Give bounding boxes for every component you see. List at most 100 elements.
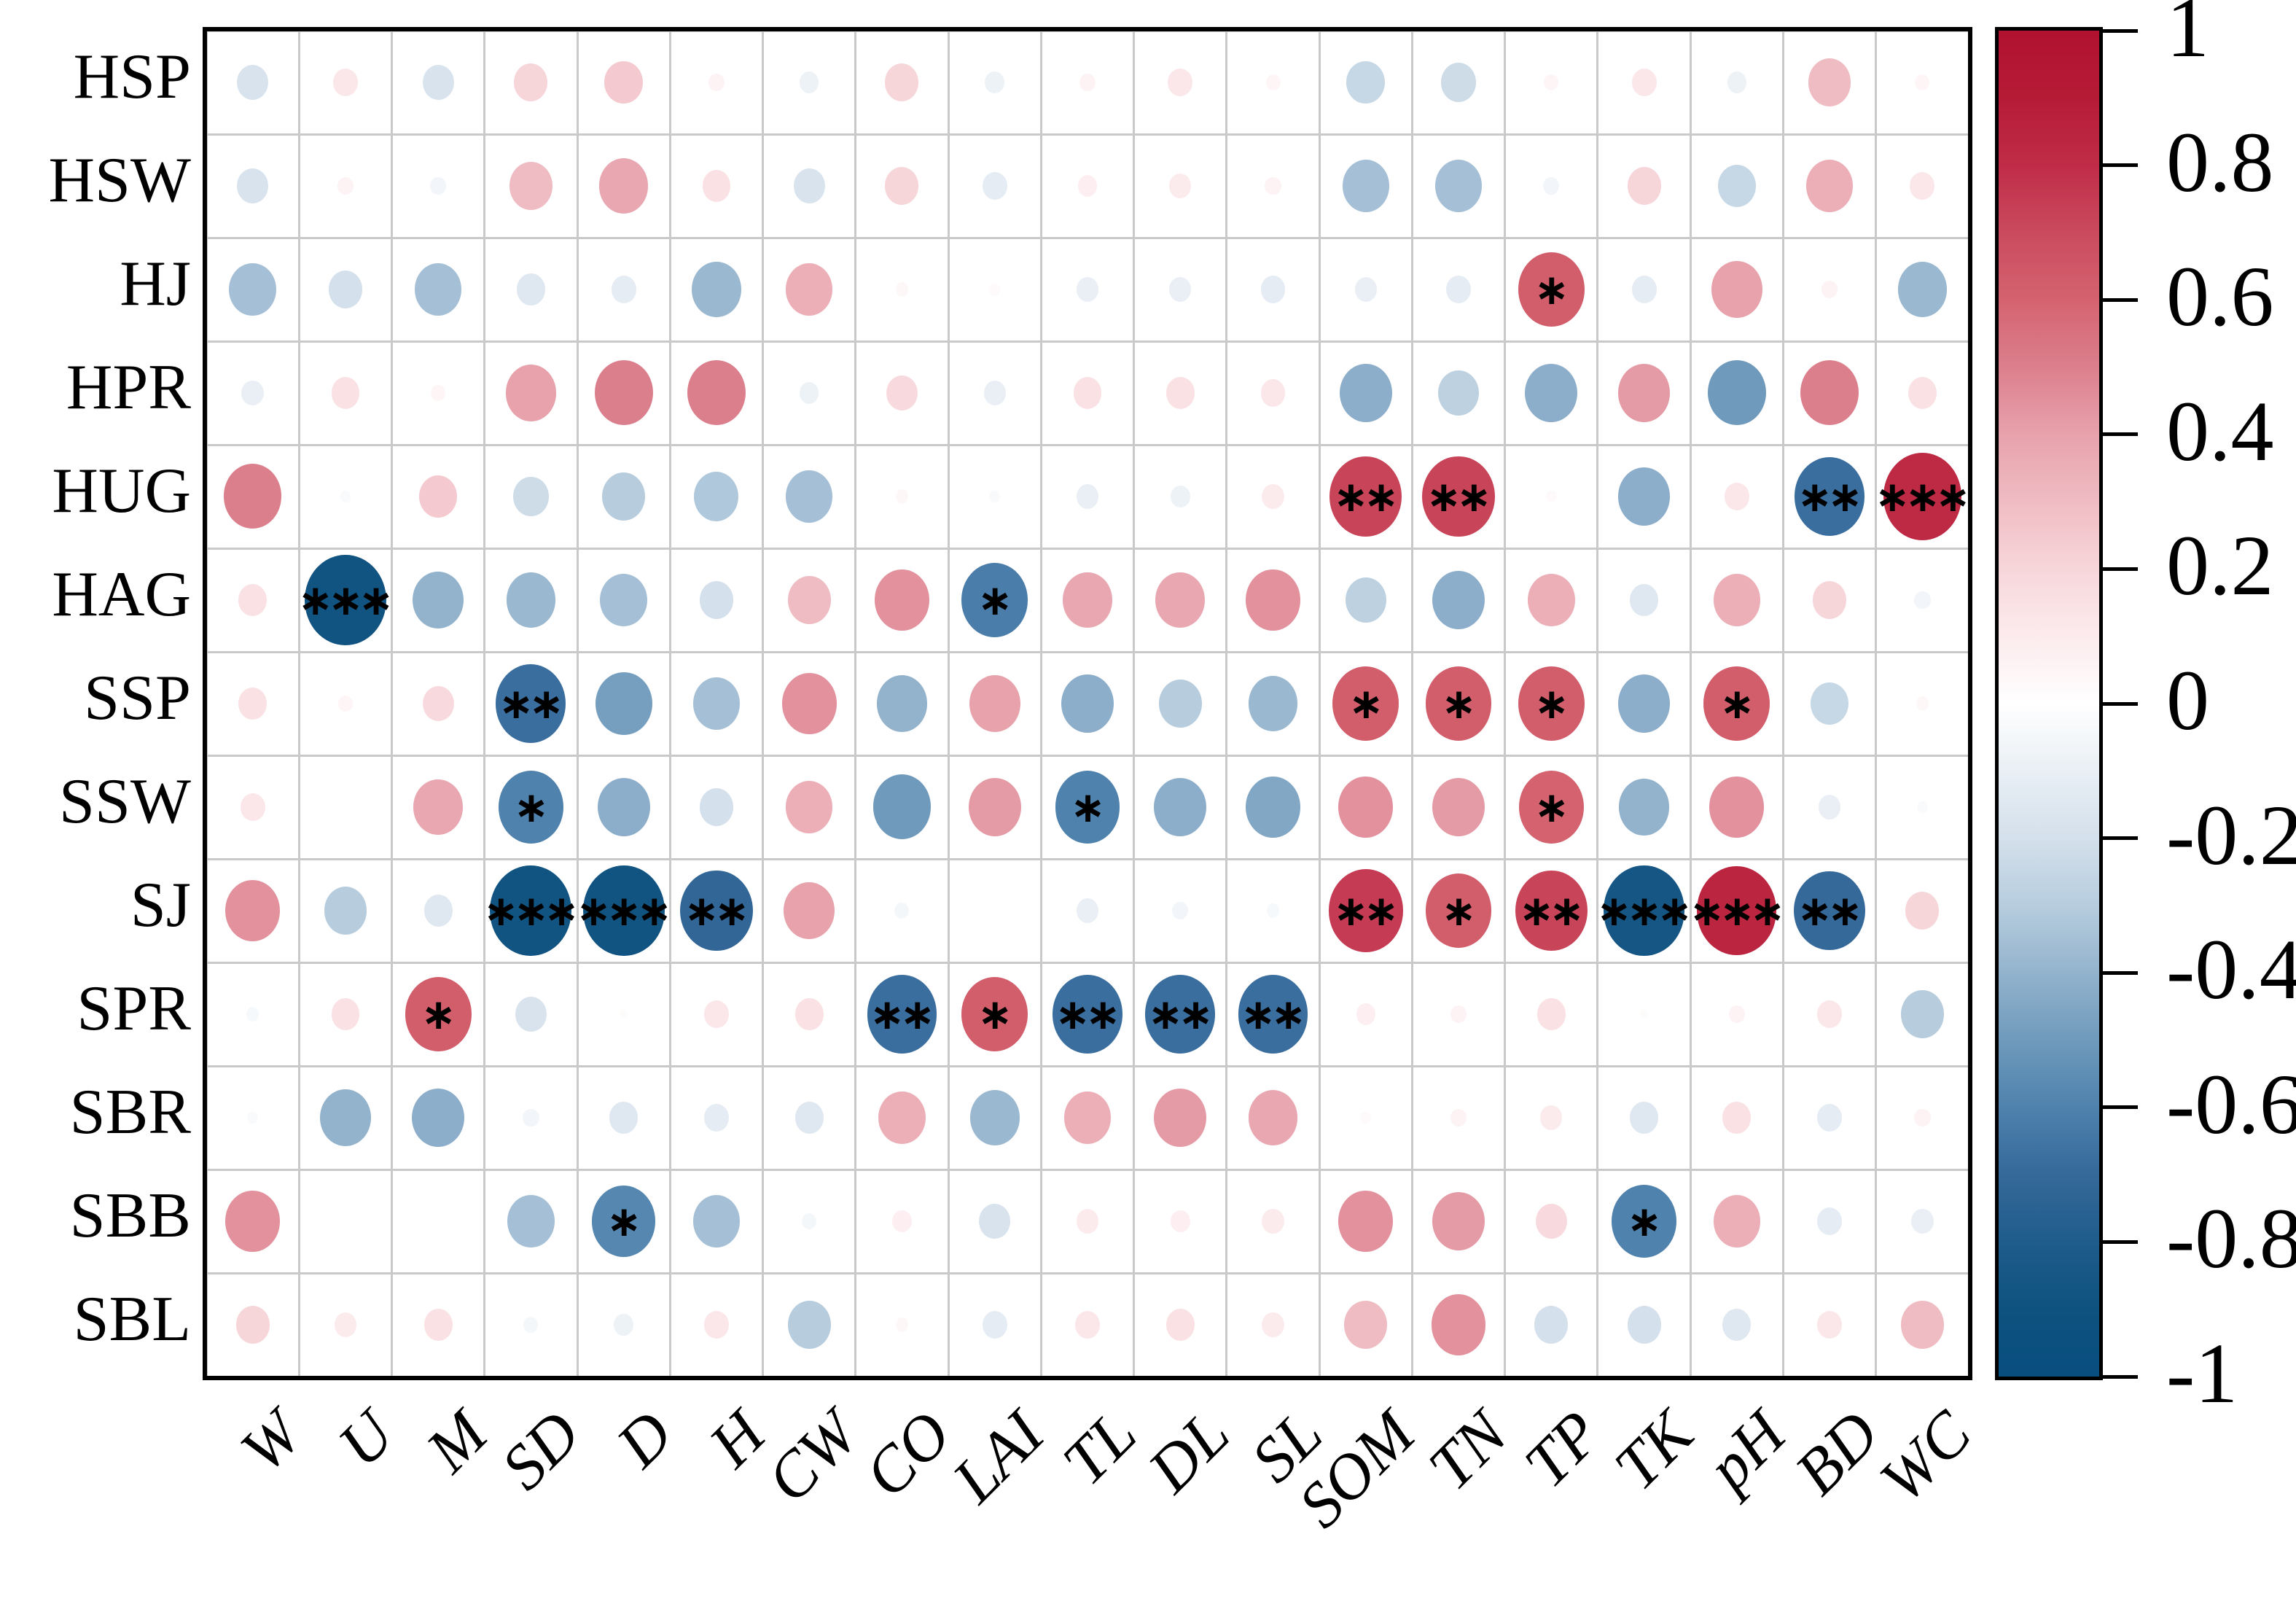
correlation-bubble — [1911, 1209, 1934, 1234]
correlation-bubble — [1711, 261, 1762, 318]
grid-line-vertical — [1875, 31, 1878, 1377]
correlation-bubble — [1172, 901, 1189, 920]
correlation-bubble — [597, 777, 650, 837]
correlation-bubble — [1810, 682, 1849, 725]
correlation-bubble — [1345, 577, 1386, 623]
correlation-bubble — [1817, 1311, 1843, 1339]
correlation-bubble — [892, 1210, 912, 1232]
correlation-bubble: ∗ — [498, 771, 563, 844]
correlation-bubble — [431, 384, 446, 402]
row-label: HSW — [48, 145, 191, 216]
grid-line-horizontal — [206, 133, 1969, 136]
correlation-bubble — [895, 282, 909, 297]
colorbar-tick — [2103, 432, 2138, 437]
correlation-bubble — [872, 774, 932, 840]
significance-stars: ∗ — [606, 1196, 642, 1246]
correlation-bubble — [1346, 61, 1386, 104]
significance-stars: ∗ — [977, 575, 1013, 625]
grid-line-horizontal — [206, 1272, 1969, 1274]
correlation-bubble — [989, 283, 1001, 296]
correlation-bubble — [1905, 892, 1940, 930]
correlation-bubble — [241, 381, 264, 405]
correlation-bubble — [692, 262, 741, 317]
correlation-bubble — [1168, 69, 1193, 96]
significance-stars: ∗ — [1534, 264, 1570, 314]
col-label-text: WC — [1867, 1398, 1985, 1517]
correlation-bubble — [517, 273, 545, 305]
correlation-bubble — [1266, 903, 1280, 918]
correlation-bubble: ∗∗ — [1515, 870, 1588, 951]
correlation-bubble — [1158, 680, 1202, 728]
correlation-bubble — [1076, 898, 1099, 923]
correlation-bubble — [1707, 360, 1766, 426]
correlation-bubble — [237, 168, 269, 204]
correlation-bubble — [1901, 1301, 1944, 1349]
correlation-bubble — [1630, 584, 1658, 616]
correlation-bubble — [894, 902, 910, 919]
col-label-text: TN — [1416, 1398, 1522, 1504]
correlation-bubble — [885, 167, 919, 205]
correlation-bubble — [1061, 674, 1114, 733]
grid-line-vertical — [483, 31, 486, 1377]
significance-stars: ∗ — [1070, 782, 1106, 832]
correlation-bubble — [240, 793, 265, 821]
correlation-bubble — [331, 998, 360, 1030]
correlation-bubble: ∗∗ — [1795, 457, 1865, 536]
col-label-text: U — [325, 1398, 408, 1481]
grid-line-vertical — [1689, 31, 1692, 1377]
significance-stars: ∗∗ — [1426, 471, 1491, 521]
correlation-bubble — [1154, 777, 1207, 837]
colorbar-tick-label: 0.2 — [2166, 518, 2274, 614]
grid-line-horizontal — [206, 547, 1969, 550]
correlation-bubble — [1246, 569, 1300, 631]
correlation-bubble — [969, 1090, 1020, 1145]
correlation-bubble — [609, 1102, 639, 1134]
correlation-bubble — [429, 176, 447, 195]
correlation-bubble — [1265, 74, 1281, 91]
correlation-bubble: ∗∗ — [1794, 871, 1865, 951]
row-label: HPR — [66, 352, 191, 423]
correlation-bubble — [1808, 58, 1851, 106]
correlation-bubble: ∗∗∗ — [1875, 453, 1971, 540]
significance-stars: ∗ — [977, 989, 1013, 1039]
row-label: SSW — [59, 766, 191, 837]
correlation-bubble — [1805, 160, 1854, 212]
correlation-bubble — [1817, 1000, 1843, 1028]
significance-stars: ∗ — [1719, 678, 1755, 728]
correlation-bubble — [799, 382, 819, 404]
significance-stars: ∗∗ — [1147, 989, 1214, 1039]
grid-line-vertical — [947, 31, 950, 1377]
colorbar-tick — [2103, 567, 2138, 571]
correlation-bubble — [1631, 276, 1657, 303]
grid-line-vertical — [1225, 31, 1228, 1377]
significance-stars: ∗∗ — [684, 885, 749, 935]
significance-stars: ∗ — [1626, 1196, 1663, 1246]
correlation-bubble — [1713, 574, 1761, 626]
correlation-bubble — [506, 572, 556, 628]
correlation-bubble — [324, 887, 367, 935]
correlation-bubble — [1342, 160, 1389, 212]
correlation-bubble — [331, 377, 360, 409]
significance-stars: ∗∗∗ — [576, 885, 672, 935]
correlation-bubble — [781, 673, 837, 734]
correlation-bubble — [1262, 484, 1284, 509]
correlation-bubble: ∗ — [1518, 666, 1585, 741]
correlation-bubble: ∗∗∗ — [576, 865, 672, 957]
correlation-bubble — [692, 1195, 741, 1248]
correlation-bubble — [1432, 1191, 1485, 1251]
correlation-bubble — [1077, 175, 1098, 197]
correlation-bubble — [1437, 370, 1480, 416]
significance-stars: ∗∗ — [1518, 885, 1585, 935]
correlation-bubble — [1722, 1102, 1752, 1134]
correlation-bubble — [1901, 990, 1944, 1038]
colorbar-gradient — [1995, 27, 2103, 1380]
correlation-bubble — [423, 1309, 453, 1341]
correlation-bubble — [337, 176, 354, 195]
correlation-bubble — [687, 360, 746, 426]
significance-stars: ∗∗ — [1797, 885, 1862, 935]
correlation-bubble — [1545, 490, 1557, 503]
correlation-bubble: ∗∗ — [867, 975, 937, 1054]
col-label-text: W — [227, 1398, 316, 1486]
correlation-bubble — [1544, 74, 1559, 91]
